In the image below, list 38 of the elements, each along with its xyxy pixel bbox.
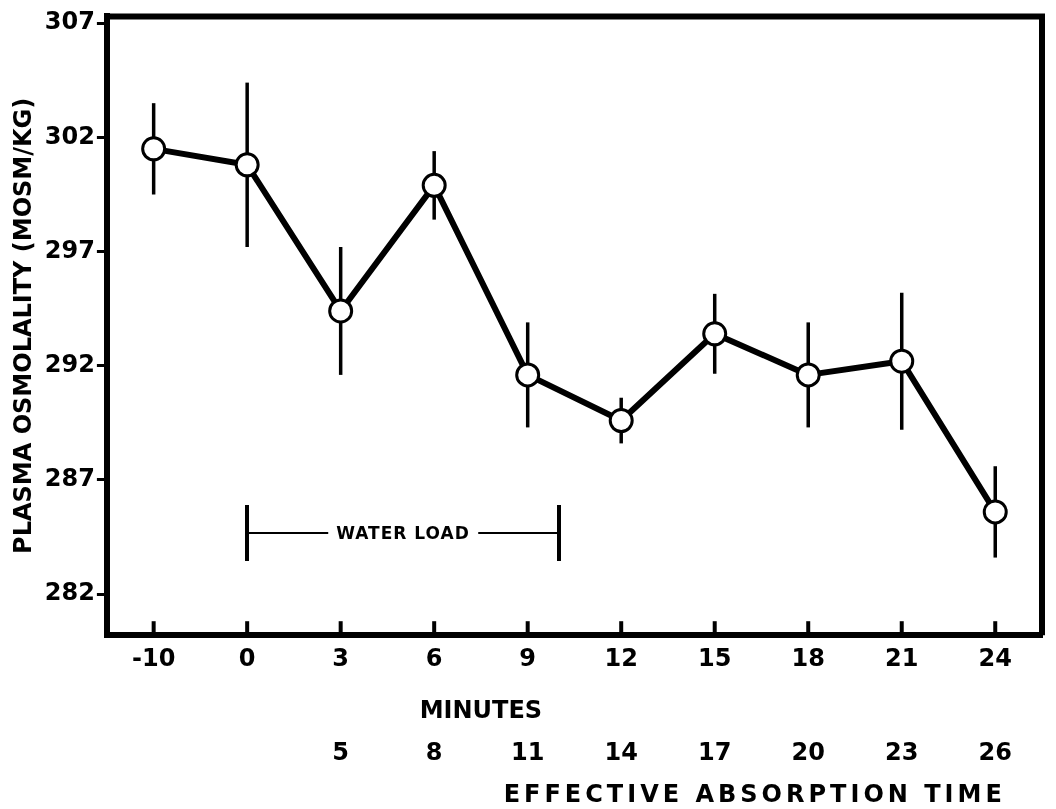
point	[141, 136, 167, 162]
point	[889, 348, 915, 374]
y-axis-title: PLASMA OSMOLALITY (MOSM/KG)	[8, 97, 37, 554]
text: 26	[978, 738, 1012, 767]
x-axis-title: MINUTES	[419, 696, 543, 725]
annotation: WATER LOAD	[328, 523, 478, 544]
text: 8	[425, 738, 443, 767]
point	[234, 152, 260, 178]
y-tick-label: 287	[44, 464, 95, 493]
x-tick-label: 21	[885, 643, 919, 672]
point	[982, 499, 1008, 525]
point	[702, 321, 728, 347]
x-tick-label: 9	[519, 643, 537, 672]
text: 5	[332, 738, 350, 767]
x-tick-label: 18	[791, 643, 825, 672]
x2-axis-title: EFFECTIVE ABSORPTION TIME	[503, 780, 1006, 809]
y-tick-label: 307	[44, 7, 95, 36]
x-tick-label: 0	[238, 643, 256, 672]
y-tick-label: 297	[44, 235, 95, 264]
point	[328, 298, 354, 324]
text: 17	[698, 738, 732, 767]
x-tick-label: 3	[332, 643, 350, 672]
x-tick-label: 24	[978, 643, 1012, 672]
text: 14	[604, 738, 638, 767]
text: 23	[885, 738, 919, 767]
point	[795, 362, 821, 388]
y-tick-label: 302	[44, 121, 95, 150]
text: 11	[510, 738, 545, 767]
y-tick-label: 282	[44, 578, 95, 607]
x-tick-label: -10	[131, 643, 176, 672]
text: 20	[791, 738, 825, 767]
point	[608, 408, 634, 434]
y-tick-label: 292	[44, 349, 95, 378]
point	[421, 172, 447, 198]
x-tick-label: 15	[698, 643, 732, 672]
x-tick-label: 6	[425, 643, 443, 672]
point	[515, 362, 541, 388]
x-tick-label: 12	[604, 643, 638, 672]
